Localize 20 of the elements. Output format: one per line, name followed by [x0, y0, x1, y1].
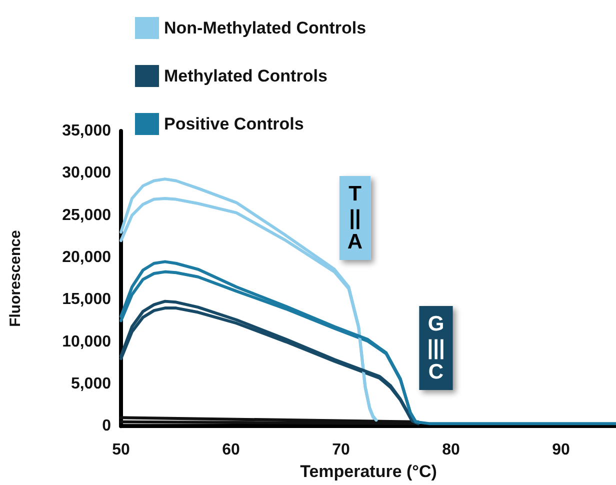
annotation: G ||| C [427, 312, 445, 384]
legend-label: Non-Methylated Controls [164, 18, 366, 38]
x-tick-label: 70 [332, 442, 350, 459]
x-axis-title: Temperature (°C) [300, 462, 437, 481]
y-tick-label: 35,000 [62, 122, 112, 140]
legend-label: Methylated Controls [164, 66, 328, 86]
y-tick-label: 30,000 [62, 164, 112, 182]
y-tick-label: 5,000 [70, 375, 112, 392]
y-tick-label: 10,000 [62, 333, 112, 350]
y-tick-label: 15,000 [62, 291, 112, 308]
x-tick-label: 60 [222, 442, 240, 459]
x-tick-label: 50 [112, 442, 130, 459]
annotation: T || A [347, 182, 363, 254]
y-tick-label: 25,000 [62, 206, 112, 224]
y-axis-title: Fluorescence [7, 230, 24, 327]
x-tick-label: 80 [442, 442, 460, 459]
legend-label: Positive Controls [164, 114, 304, 134]
x-tick-label: 90 [552, 442, 570, 459]
y-tick-label: 0 [102, 418, 112, 435]
y-tick-label: 20,000 [62, 248, 112, 266]
